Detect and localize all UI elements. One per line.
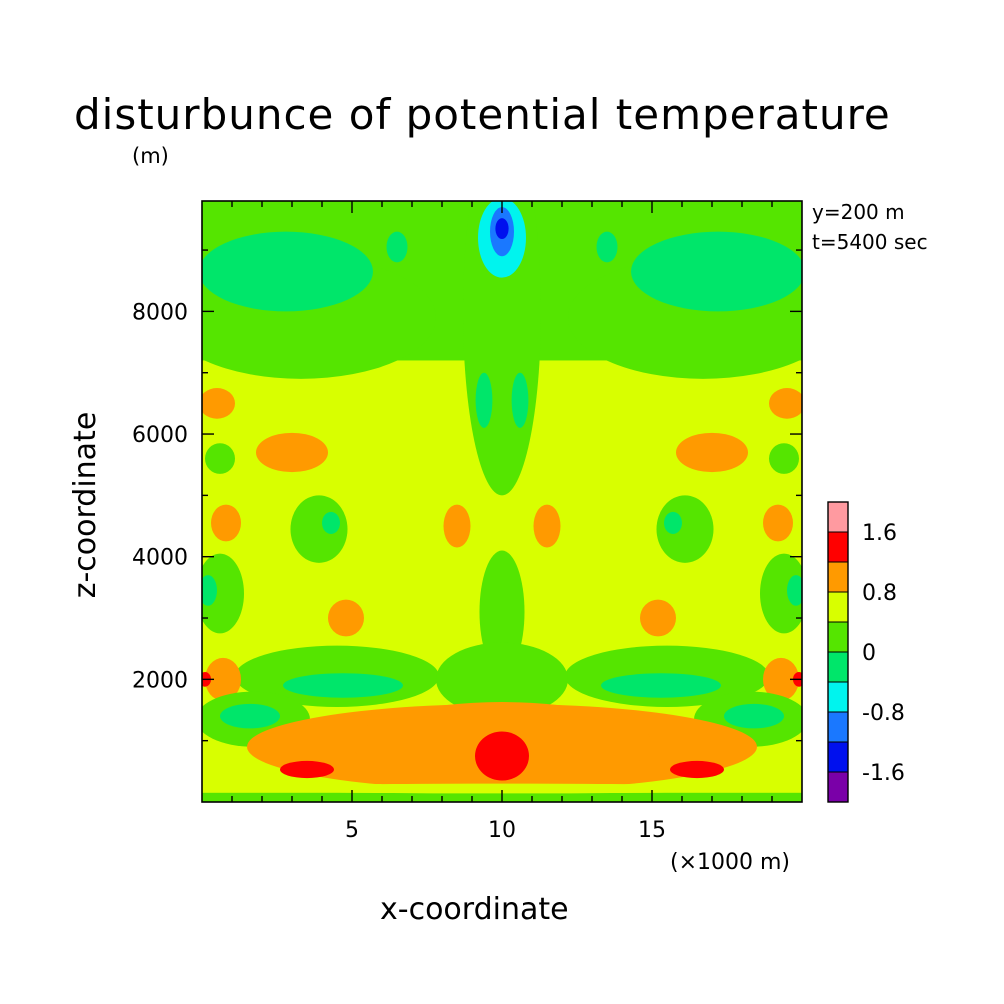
colorbar-segment: [828, 742, 848, 772]
field-region: [475, 731, 529, 781]
y-tick-label: 6000: [132, 423, 188, 448]
field-region: [670, 760, 724, 779]
axis-ticks: 5 10 15 2000 4000 6000 8000: [132, 201, 802, 843]
x-axis-unit: (×1000 m): [670, 850, 791, 875]
field-region: [256, 432, 328, 473]
field-region: [386, 231, 408, 263]
field-region: [631, 231, 802, 312]
field-region: [787, 575, 802, 606]
colorbar-border: [827, 501, 849, 803]
field-region: [495, 218, 509, 240]
colorbar-label: -1.6: [862, 761, 905, 786]
field-region: [290, 495, 348, 563]
field-region: [760, 553, 802, 634]
y-tick-label: 8000: [132, 300, 188, 325]
colorbar-segment: [828, 502, 848, 532]
colorbar-label: 0.8: [862, 581, 897, 606]
field-region: [205, 657, 241, 701]
field-region: [601, 673, 721, 698]
info-time: t=5400 sec: [812, 230, 928, 254]
field-region: [280, 760, 334, 779]
colorbar-segment: [828, 532, 848, 562]
x-tick-label: 5: [345, 818, 359, 843]
field-region: [220, 703, 280, 729]
colorbar-segment: [828, 622, 848, 652]
field-region: [769, 388, 802, 419]
colorbar: 1.6 0.8 0 -0.8 -1.6: [827, 501, 905, 803]
field-region: [202, 388, 235, 419]
colorbar-label: 1.6: [862, 521, 897, 546]
field-region: [475, 372, 493, 428]
field-region: [283, 673, 403, 698]
field-region: [511, 372, 529, 428]
field-region: [664, 511, 682, 535]
field-region: [596, 231, 618, 263]
field-region: [479, 550, 525, 674]
field-region: [656, 495, 714, 563]
field-region: [202, 553, 244, 634]
colorbar-segment: [828, 712, 848, 742]
colorbar-label: 0: [862, 641, 876, 666]
field-region: [443, 504, 471, 548]
field-region: [322, 511, 340, 535]
colorbar-segment: [828, 772, 848, 802]
field-region: [640, 599, 676, 637]
field-region: [724, 703, 784, 729]
field-region: [217, 783, 787, 794]
field-region: [676, 432, 748, 473]
colorbar-label: -0.8: [862, 701, 905, 726]
field-region: [463, 201, 541, 496]
colorbar-segment: [828, 592, 848, 622]
colorbar-segment: [828, 652, 848, 682]
x-tick-label: 15: [638, 818, 666, 843]
field-region: [202, 231, 373, 312]
info-y-position: y=200 m: [812, 200, 905, 224]
y-tick-label: 4000: [132, 546, 188, 571]
field-region: [328, 599, 364, 637]
colorbar-segment: [828, 682, 848, 712]
contour-field: [202, 201, 802, 802]
field-region: [205, 443, 235, 474]
x-axis-label: x-coordinate: [380, 892, 569, 927]
y-tick-label: 2000: [132, 668, 188, 693]
field-region: [533, 504, 561, 548]
colorbar-segment: [828, 562, 848, 592]
units-label: (m): [132, 144, 169, 168]
chart-title: disturbunce of potential temperature: [74, 90, 891, 139]
field-region: [769, 443, 799, 474]
field-region: [763, 657, 799, 701]
field-region: [436, 642, 568, 717]
x-tick-label: 10: [488, 818, 516, 843]
field-region: [211, 504, 241, 542]
field-region: [202, 575, 217, 606]
field-region: [763, 504, 793, 542]
